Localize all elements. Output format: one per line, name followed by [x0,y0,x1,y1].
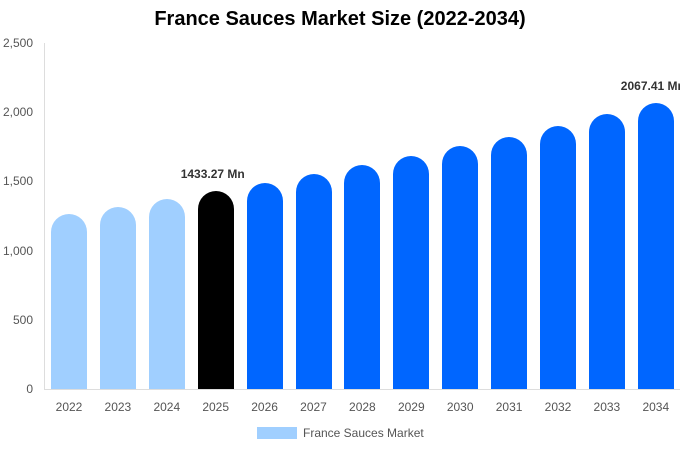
x-tick-label: 2029 [397,400,425,414]
bar-2032[interactable] [540,126,576,389]
bar-2022[interactable] [51,214,87,389]
bar-2026[interactable] [246,183,283,389]
bar-2033[interactable] [588,113,625,389]
x-axis-line [44,389,680,390]
x-tick-label: 2034 [642,400,670,414]
x-tick-label: 2025 [202,400,230,414]
bar-2028[interactable] [344,165,381,389]
x-tick-label: 2030 [446,400,474,414]
x-tick-label: 2032 [544,400,572,414]
y-axis-line [44,43,45,389]
y-tick-label: 2,000 [2,105,33,120]
y-tick-label: 1,000 [2,243,33,258]
bar-2024[interactable] [148,198,185,389]
x-tick-label: 2031 [495,400,523,414]
bar-2034[interactable] [637,102,674,389]
x-tick-label: 2028 [349,400,376,414]
y-tick-label: 2,500 [2,36,33,50]
y-tick-label: 0 [26,382,33,396]
x-tick-label: 2027 [300,400,327,414]
legend[interactable]: France Sauces Market [257,426,424,440]
y-tick-label: 500 [12,312,33,327]
y-tick-label: 1,500 [2,174,33,189]
bar-2029[interactable] [393,155,430,389]
data-label: 2067.41 Mn [620,78,680,93]
chart-title: France Sauces Market Size (2022-2034) [154,8,526,30]
data-label: 1433.27 Mn [180,166,245,181]
x-tick-label: 2023 [104,400,132,414]
bar-2025[interactable] [197,190,234,389]
bar-2023[interactable] [99,207,136,389]
legend-label: France Sauces Market [303,426,424,440]
x-tick-label: 2022 [55,400,83,414]
x-tick-label: 2033 [593,400,621,414]
bar-2030[interactable] [442,145,479,389]
x-tick-label: 2026 [251,400,278,414]
x-tick-label: 2024 [153,400,181,414]
legend-swatch [257,427,297,439]
bar-2027[interactable] [295,174,332,389]
bar-2031[interactable] [491,136,528,389]
